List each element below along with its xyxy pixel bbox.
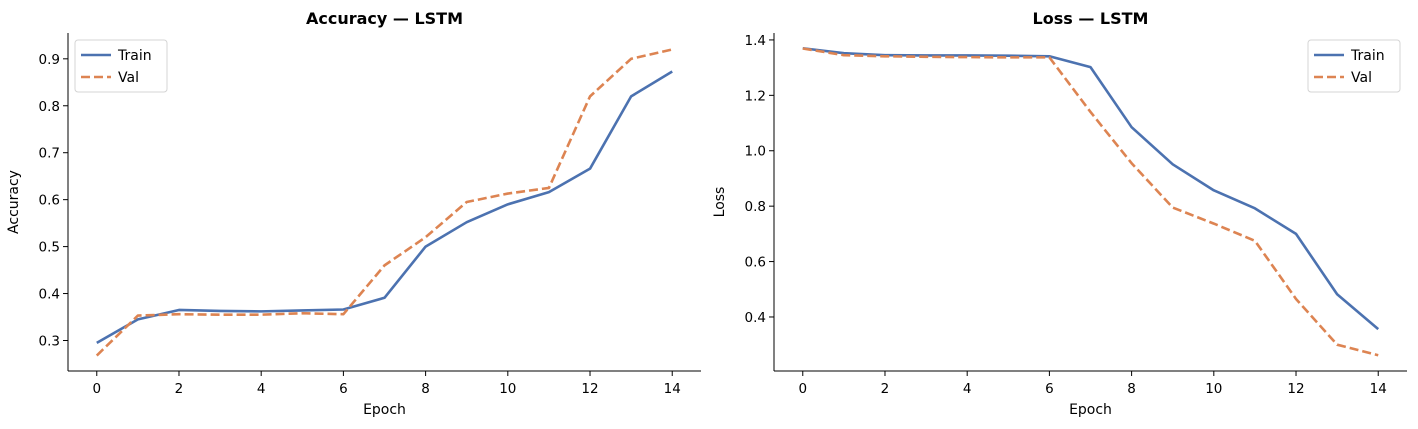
series-line-train (802, 46, 1380, 331)
y-tick-label: 1.4 (745, 33, 766, 49)
x-tick-label: 0 (92, 381, 101, 397)
x-tick-label: 10 (499, 381, 516, 397)
x-tick-label: 8 (421, 381, 430, 397)
y-tick-label: 0.7 (39, 146, 60, 162)
x-tick-label: 0 (798, 381, 807, 397)
x-tick-label: 14 (1370, 381, 1387, 397)
x-tick-label: 12 (581, 381, 598, 397)
x-tick-label: 8 (1127, 381, 1136, 397)
series-line-val (802, 47, 1379, 357)
legend: Train Val (74, 39, 168, 93)
x-tick-label: 6 (1045, 381, 1054, 397)
legend-box (1307, 39, 1401, 93)
y-tick-label: 0.4 (39, 287, 60, 303)
y-tick-label: 0.5 (39, 240, 60, 256)
x-tick-label: 10 (1205, 381, 1222, 397)
y-tick-label: 0.9 (39, 52, 60, 68)
chart-title: Accuracy — LSTM (306, 9, 463, 28)
legend-label-val: Val (118, 70, 139, 86)
y-tick-label: 1.0 (745, 144, 766, 160)
y-axis-label: Loss (712, 187, 728, 218)
chart-title: Loss — LSTM (1033, 9, 1149, 28)
chart-panel-1: Accuracy — LSTM 0 2 4 6 8 10 12 14 0.3 0.4 0.5 0.6 0.… (6, 9, 701, 418)
series-line-val (95, 48, 673, 357)
x-axis-label: Epoch (363, 402, 406, 418)
x-tick-label: 14 (664, 381, 681, 397)
y-tick-label: 0.3 (39, 333, 60, 349)
x-tick-label: 4 (963, 381, 972, 397)
x-tick-label: 2 (881, 381, 890, 397)
x-axis-label: Epoch (1069, 402, 1112, 418)
x-tick-label: 6 (339, 381, 348, 397)
y-tick-label: 0.8 (39, 99, 60, 115)
y-tick-label: 0.8 (745, 199, 766, 215)
x-tick-label: 2 (175, 381, 184, 397)
y-tick-label: 0.6 (39, 193, 60, 209)
y-tick-label: 0.4 (745, 310, 766, 326)
legend: Train Val (1307, 39, 1401, 93)
y-tick-label: 0.6 (745, 255, 766, 271)
y-axis-label: Accuracy (6, 170, 22, 234)
y-tick-label: 1.2 (745, 88, 766, 104)
legend-label-train: Train (1350, 48, 1385, 64)
legend-label-train: Train (117, 48, 152, 64)
x-tick-label: 4 (257, 381, 266, 397)
chart-panel-2: Loss — LSTM 0 2 4 6 8 10 12 14 0.4 0.6 0.8 1.0 1.2 1.4… (712, 9, 1407, 418)
legend-label-val: Val (1351, 70, 1372, 86)
x-tick-label: 12 (1287, 381, 1304, 397)
series-line-train (96, 70, 673, 344)
legend-box (74, 39, 168, 93)
